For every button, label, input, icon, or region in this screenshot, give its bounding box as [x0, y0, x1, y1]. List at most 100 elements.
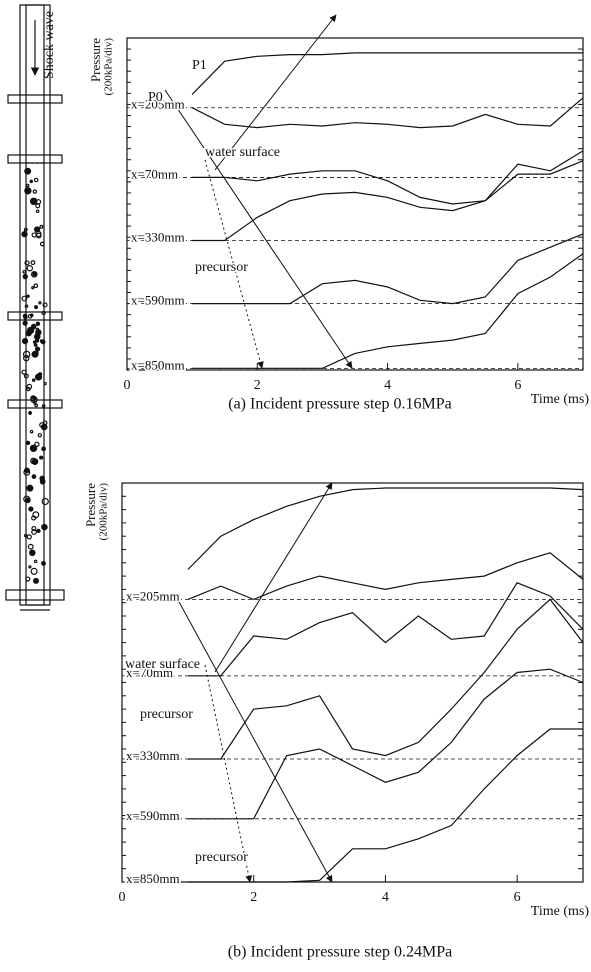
bubble [30, 260, 36, 266]
bubble [28, 411, 32, 415]
bubble [26, 294, 30, 298]
bubble [37, 433, 42, 438]
bubble [35, 321, 41, 327]
bubble [38, 372, 43, 377]
bubble [33, 559, 38, 564]
bubble [33, 283, 39, 289]
annotation: precursor [195, 260, 248, 275]
bubble [23, 373, 29, 379]
trace [187, 728, 583, 883]
bubble [31, 232, 37, 238]
bubble [23, 227, 28, 232]
bubble [22, 313, 28, 319]
bubble [32, 577, 39, 584]
bubble [31, 474, 37, 479]
bubble [31, 378, 36, 382]
bubble [27, 326, 35, 334]
bubble [32, 189, 38, 194]
bubble [31, 286, 35, 290]
series-label: x=70mm [126, 665, 173, 680]
annotation: water surface [125, 657, 200, 672]
bubble [39, 224, 44, 229]
trace [187, 598, 584, 760]
caption: (b) Incident pressure step 0.24MPa [228, 944, 452, 961]
x-axis-label: Time (ms) [531, 904, 590, 919]
series-label: x=850mm [126, 871, 180, 886]
bubble [29, 444, 38, 452]
x-axis-label: Time (ms) [531, 392, 590, 407]
bubble [42, 302, 48, 308]
bubble [23, 354, 30, 362]
bubble [34, 403, 39, 408]
plot-frame [126, 37, 584, 371]
bubble [41, 404, 46, 408]
bubble [24, 167, 32, 175]
bubble [39, 422, 45, 428]
bubble [22, 273, 28, 280]
caption: (a) Incident pressure step 0.16MPa [228, 396, 452, 413]
x-tick-label: 6 [514, 890, 521, 905]
bubble [24, 497, 31, 504]
bubble [33, 343, 38, 347]
annotation: P0 [148, 90, 163, 105]
wave-paths [164, 14, 353, 883]
bubble [31, 525, 37, 532]
annotation: precursor [195, 850, 248, 865]
bubble [38, 301, 42, 305]
x-tick-label: 2 [254, 378, 261, 393]
trace [192, 253, 584, 369]
bubble [23, 533, 28, 538]
bubble [39, 241, 45, 247]
bubble [25, 440, 31, 446]
bubble [33, 177, 39, 183]
bubble [41, 497, 49, 506]
bubble [34, 441, 40, 447]
bubble [21, 369, 27, 375]
annotation: P1 [192, 58, 207, 73]
bubble [24, 260, 30, 266]
bubble [31, 350, 39, 358]
bubble [34, 346, 41, 352]
trace [187, 487, 584, 570]
bubble [22, 350, 31, 359]
bubble [22, 269, 27, 274]
series-label: x=590mm [126, 808, 180, 823]
bubble [32, 340, 37, 344]
bubble [29, 197, 38, 206]
bubble [27, 543, 34, 550]
trace [187, 552, 584, 601]
bubble [29, 179, 34, 184]
trace [192, 160, 584, 242]
x-tick-label: 4 [384, 378, 391, 393]
bubble [28, 565, 32, 569]
bubble [32, 511, 40, 519]
series-label: x=205mm [131, 97, 185, 112]
bubble [39, 478, 46, 485]
bubble [21, 295, 28, 302]
bubble [29, 549, 36, 557]
bubble [25, 576, 31, 582]
bubble [41, 523, 48, 531]
bubble [35, 203, 41, 209]
bubble [31, 529, 37, 535]
x-tick-label: 4 [382, 890, 389, 905]
diagram-label: Shock wave [42, 11, 57, 79]
x-tick-label: 0 [119, 890, 126, 905]
series-label: x=330mm [131, 230, 185, 245]
bubble [22, 320, 28, 326]
bubble [35, 209, 40, 214]
y-axis-label: Pressure [88, 38, 103, 82]
bubble [40, 339, 46, 345]
bubble [34, 305, 38, 310]
bubble [26, 383, 33, 390]
trace [191, 97, 584, 129]
series-label: x=70mm [131, 166, 178, 181]
y-axis-label: Pressure [83, 483, 98, 527]
bubble [32, 396, 36, 400]
bubble [34, 226, 41, 233]
bubble [24, 187, 32, 195]
tube-diagram: Shock wave [5, 4, 65, 611]
bubble [39, 455, 44, 460]
series-label: x=330mm [126, 748, 180, 763]
